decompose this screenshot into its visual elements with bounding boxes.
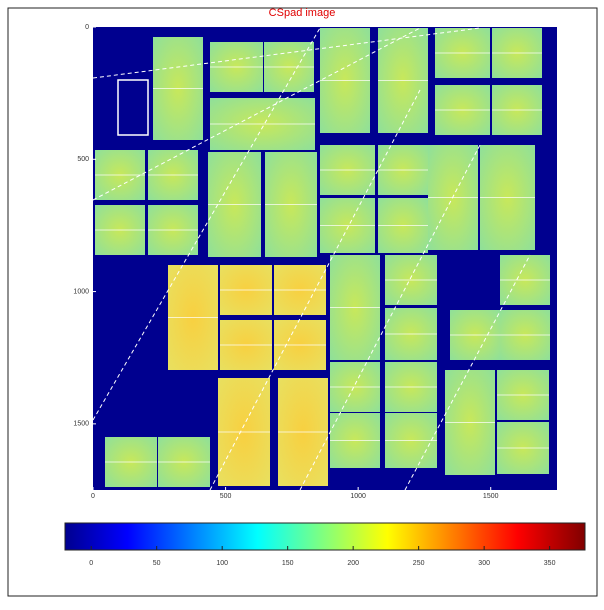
detector-panels [95,28,550,487]
y-tick-label: 0 [85,24,89,31]
colorbar-tick-label: 50 [153,560,161,567]
colorbar-tick-label: 150 [282,560,294,567]
x-tick-label: 1000 [350,493,366,500]
x-tick-label: 0 [91,493,95,500]
colorbar [64,522,586,551]
colorbar-tick-label: 250 [413,560,425,567]
y-tick-label: 1000 [73,288,89,295]
x-tick-label: 500 [220,493,232,500]
x-tick-label: 1500 [483,493,499,500]
roi-box [117,79,149,136]
diagonals [92,27,531,491]
colorbar-tick-label: 0 [89,560,93,567]
y-tick-label: 500 [77,156,89,163]
y-tick-label: 1500 [73,421,89,428]
colorbar-tick-label: 100 [216,560,228,567]
chart-title: CSpad image [269,7,336,19]
colorbar-tick-label: 200 [347,560,359,567]
colorbar-tick-label: 300 [478,560,490,567]
colorbar-tick-label: 350 [544,560,556,567]
